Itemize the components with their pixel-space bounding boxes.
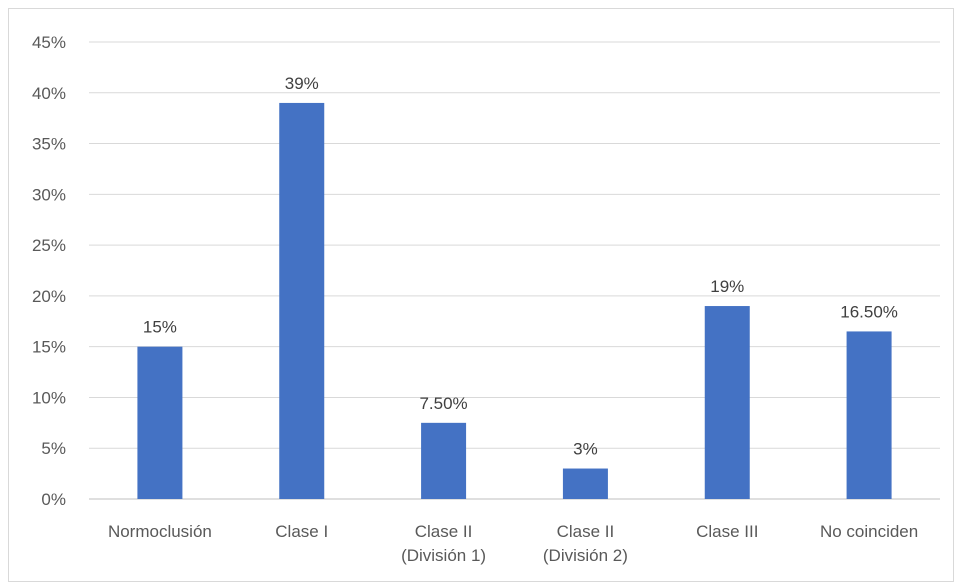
y-tick-label: 45%	[32, 33, 66, 52]
category-label: Clase II	[415, 522, 473, 541]
bar	[279, 102, 325, 499]
category-label: Normoclusión	[108, 522, 212, 541]
bar	[421, 422, 467, 499]
y-tick-label: 30%	[32, 185, 66, 204]
bar	[562, 468, 608, 499]
bar	[137, 346, 183, 499]
data-label: 19%	[710, 277, 744, 296]
data-label: 7.50%	[419, 394, 467, 413]
data-label: 3%	[573, 440, 598, 459]
y-tick-label: 0%	[41, 490, 66, 509]
y-tick-label: 15%	[32, 338, 66, 357]
category-label: Clase III	[696, 522, 758, 541]
y-tick-label: 10%	[32, 388, 66, 407]
category-label: Clase I	[275, 522, 328, 541]
y-tick-label: 35%	[32, 135, 66, 154]
category-label: Clase II	[557, 522, 615, 541]
data-labels: 15% 39% 7.50% 3% 19% 16.50%	[143, 74, 898, 459]
gridlines	[89, 41, 940, 500]
y-tick-label: 40%	[32, 84, 66, 103]
category-label: (División 1)	[401, 546, 486, 565]
data-label: 16.50%	[840, 302, 898, 321]
data-label: 15%	[143, 318, 177, 337]
y-tick-label: 5%	[41, 439, 66, 458]
data-label: 39%	[285, 74, 319, 93]
category-label: No coinciden	[820, 522, 918, 541]
bar	[846, 331, 892, 499]
bar	[704, 306, 750, 499]
y-axis-ticks: 0% 5% 10% 15% 20% 25% 30% 35% 40% 45%	[32, 33, 66, 509]
x-axis-categories: Normoclusión Clase I Clase II (División 1) C…	[108, 522, 918, 565]
category-label: (División 2)	[543, 546, 628, 565]
bars	[137, 102, 892, 499]
y-tick-label: 20%	[32, 287, 66, 306]
y-tick-label: 25%	[32, 236, 66, 255]
